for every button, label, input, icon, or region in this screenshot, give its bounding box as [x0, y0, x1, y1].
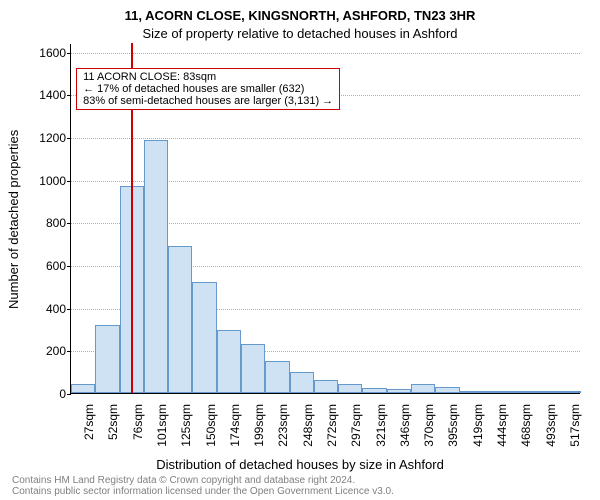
x-tick-label: 419sqm	[471, 404, 485, 454]
histogram-bar	[532, 391, 556, 393]
histogram-bar	[484, 391, 508, 393]
chart-container: 11, ACORN CLOSE, KINGSNORTH, ASHFORD, TN…	[0, 0, 600, 500]
info-box-line: 83% of semi-detached houses are larger (…	[83, 95, 333, 107]
x-tick-label: 248sqm	[301, 404, 315, 454]
histogram-bar	[168, 246, 192, 393]
x-tick-label: 76sqm	[131, 404, 145, 454]
y-tick-mark	[67, 95, 71, 96]
gridline	[71, 53, 580, 54]
x-axis-label: Distribution of detached houses by size …	[0, 457, 600, 472]
y-tick-mark	[67, 266, 71, 267]
histogram-bar	[460, 391, 484, 393]
histogram-bar	[338, 384, 362, 393]
x-tick-label: 199sqm	[252, 404, 266, 454]
x-tick-label: 444sqm	[495, 404, 509, 454]
chart-title-sub: Size of property relative to detached ho…	[0, 26, 600, 41]
histogram-bar	[314, 380, 338, 393]
histogram-bar	[435, 387, 459, 393]
y-tick-mark	[67, 223, 71, 224]
attribution-text: Contains HM Land Registry data © Crown c…	[12, 475, 588, 497]
x-tick-label: 493sqm	[544, 404, 558, 454]
gridline	[71, 138, 580, 139]
y-tick-label: 1200	[16, 131, 66, 145]
x-tick-label: 27sqm	[82, 404, 96, 454]
x-tick-label: 321sqm	[374, 404, 388, 454]
x-tick-label: 174sqm	[228, 404, 242, 454]
x-tick-label: 223sqm	[276, 404, 290, 454]
x-tick-label: 52sqm	[106, 404, 120, 454]
info-box-line: ← 17% of detached houses are smaller (63…	[83, 83, 333, 95]
histogram-bar	[411, 384, 435, 393]
histogram-bar	[95, 325, 119, 393]
histogram-bar	[241, 344, 265, 393]
x-tick-label: 101sqm	[155, 404, 169, 454]
x-tick-label: 395sqm	[446, 404, 460, 454]
y-tick-mark	[67, 138, 71, 139]
chart-title-main: 11, ACORN CLOSE, KINGSNORTH, ASHFORD, TN…	[0, 8, 600, 23]
y-tick-label: 400	[16, 302, 66, 316]
histogram-bar	[144, 140, 168, 393]
histogram-bar	[217, 330, 241, 393]
plot-area: 11 ACORN CLOSE: 83sqm← 17% of detached h…	[70, 44, 580, 394]
x-tick-label: 150sqm	[204, 404, 218, 454]
histogram-bar	[265, 361, 289, 393]
x-tick-label: 370sqm	[422, 404, 436, 454]
y-tick-label: 200	[16, 344, 66, 358]
histogram-bar	[192, 282, 216, 393]
y-tick-label: 0	[16, 387, 66, 401]
x-tick-label: 517sqm	[568, 404, 582, 454]
histogram-bar	[387, 389, 411, 393]
y-tick-label: 600	[16, 259, 66, 273]
histogram-bar	[508, 391, 532, 393]
y-tick-mark	[67, 351, 71, 352]
attribution-line-2: Contains public sector information licen…	[12, 486, 588, 497]
histogram-bar	[290, 372, 314, 393]
x-tick-label: 468sqm	[519, 404, 533, 454]
x-tick-label: 125sqm	[179, 404, 193, 454]
x-tick-label: 297sqm	[349, 404, 363, 454]
y-tick-label: 1400	[16, 88, 66, 102]
histogram-bar	[71, 384, 95, 393]
y-tick-label: 1000	[16, 174, 66, 188]
y-tick-mark	[67, 53, 71, 54]
y-tick-label: 1600	[16, 46, 66, 60]
x-tick-label: 272sqm	[325, 404, 339, 454]
y-tick-mark	[67, 394, 71, 395]
y-tick-mark	[67, 309, 71, 310]
info-box-line: 11 ACORN CLOSE: 83sqm	[83, 71, 333, 83]
histogram-bar	[362, 388, 386, 393]
x-tick-label: 346sqm	[398, 404, 412, 454]
y-tick-mark	[67, 181, 71, 182]
attribution-line-1: Contains HM Land Registry data © Crown c…	[12, 475, 588, 486]
y-tick-label: 800	[16, 216, 66, 230]
info-box: 11 ACORN CLOSE: 83sqm← 17% of detached h…	[76, 68, 340, 110]
histogram-bar	[557, 391, 581, 393]
